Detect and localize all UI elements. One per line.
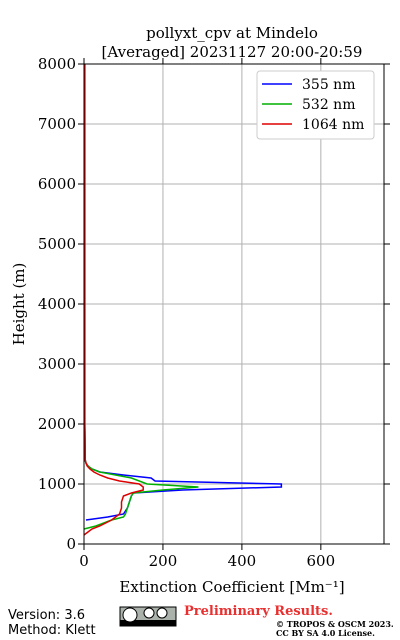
y-tick-label: 0 (66, 535, 76, 553)
x-tick-label: 200 (149, 552, 178, 570)
series-line (83, 64, 144, 536)
x-axis-label: Extinction Coefficient [Mm⁻¹] (119, 578, 344, 596)
method: Method: Klett (8, 623, 96, 638)
y-tick-label: 6000 (38, 175, 76, 193)
plot-frame (83, 63, 385, 545)
y-tick-label: 5000 (38, 235, 76, 253)
copyright: © TROPOS & OSCM 2023. (276, 619, 394, 629)
status-line: Preliminary Results. (184, 604, 333, 619)
x-tick-label: 400 (228, 552, 257, 570)
x-tick-label: 600 (307, 552, 336, 570)
series-line (84, 64, 283, 521)
y-tick-label: 1000 (38, 475, 76, 493)
legend-box (256, 70, 375, 140)
y-tick-label: 4000 (38, 295, 76, 313)
y-tick-label: 3000 (38, 355, 76, 373)
y-tick-label: 8000 (38, 55, 76, 73)
legend: 355 nm 532 nm 1064 nm (256, 70, 375, 140)
x-tick-label: 0 (79, 552, 89, 570)
cc-badge (119, 606, 177, 627)
version: Version: 3.6 (8, 608, 85, 623)
chart-subtitle: [Averaged] 20231127 20:00-20:59 (102, 43, 363, 61)
license: CC BY SA 4.0 License. (276, 628, 375, 638)
legend-label: 1064 nm (302, 117, 364, 133)
chart-title: pollyxt_cpv at Mindelo (146, 24, 318, 42)
y-tick-label: 2000 (38, 415, 76, 433)
legend-label: 532 nm (302, 97, 355, 113)
y-axis-label: Height (m) (10, 263, 28, 346)
legend-label: 355 nm (302, 77, 355, 93)
y-tick-label: 7000 (38, 115, 76, 133)
series-line (83, 64, 199, 530)
